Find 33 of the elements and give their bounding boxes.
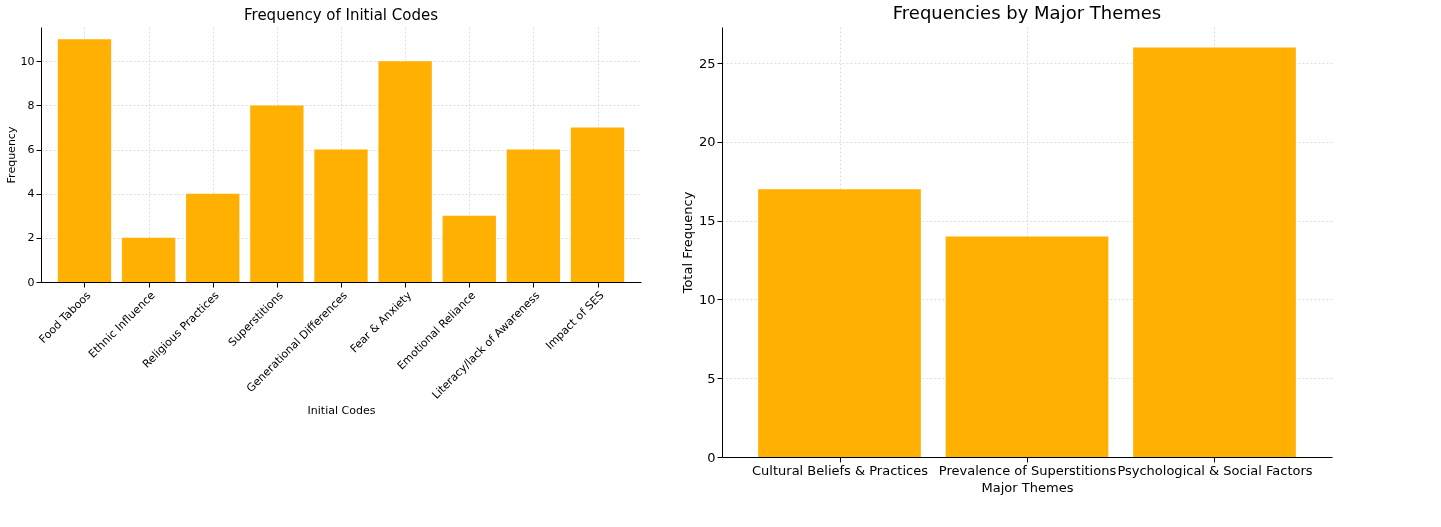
x-axis-title: Major Themes [981, 479, 1074, 495]
x-axis-title: Initial Codes [307, 403, 376, 417]
y-tick-label: 2 [27, 231, 35, 245]
y-tick-label: 8 [27, 98, 35, 112]
chart-title: Frequency of Initial Codes [244, 6, 439, 24]
y-tick-label: 20 [698, 134, 716, 150]
y-tick-label: 15 [698, 213, 716, 229]
x-tick-label: Cultural Beliefs & Practices [752, 462, 929, 478]
bar [945, 236, 1109, 457]
y-tick-label: 4 [27, 187, 35, 201]
bar [57, 39, 112, 282]
bar [314, 149, 368, 282]
y-tick-label: 25 [698, 55, 716, 71]
y-axis-title: Frequency [4, 126, 18, 184]
bar [378, 61, 432, 282]
y-tick-label: 5 [707, 370, 716, 386]
y-tick-label: 0 [27, 275, 35, 289]
x-tick-label: Prevalence of Superstitions [938, 462, 1117, 478]
bar [442, 215, 496, 282]
bar [758, 189, 921, 457]
bar [250, 105, 304, 282]
y-tick-label: 6 [27, 143, 35, 157]
bar [121, 237, 176, 282]
bar [1133, 47, 1296, 457]
x-tick-label: Psychological & Social Factors [1117, 462, 1313, 478]
y-axis-title: Total Frequency [679, 191, 695, 295]
bar [506, 149, 561, 282]
bar [570, 127, 625, 282]
y-tick-label: 0 [707, 449, 716, 465]
y-tick-label: 10 [20, 54, 35, 68]
y-tick-label: 10 [698, 291, 716, 307]
bar [186, 193, 240, 282]
chart-title: Frequencies by Major Themes [892, 2, 1162, 23]
